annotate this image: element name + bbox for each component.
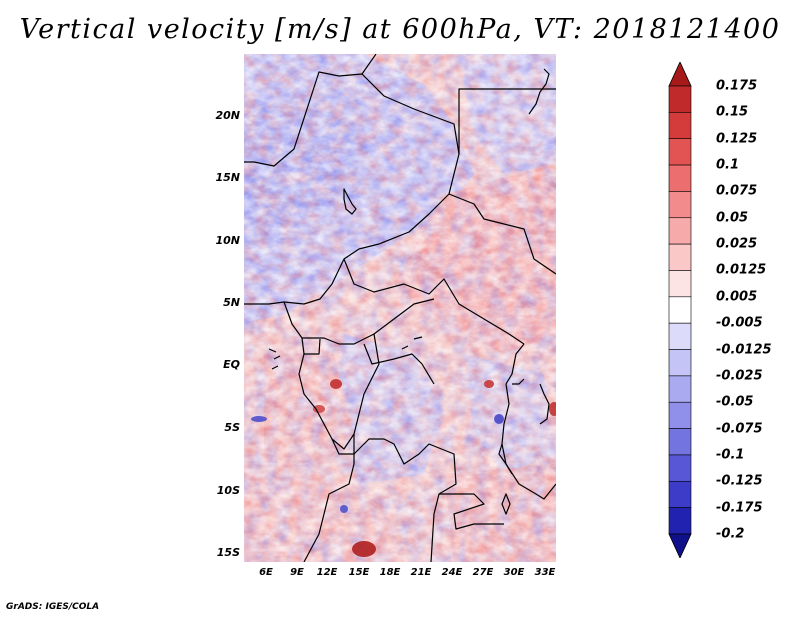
lon-label: 9E xyxy=(290,567,304,578)
lat-label: 20N xyxy=(215,109,240,122)
colorbar-swatch xyxy=(668,480,692,508)
colorbar-tick-label: -0.025 xyxy=(716,368,763,384)
colorbar-swatch xyxy=(668,191,692,219)
colorbar-tick-label: -0.05 xyxy=(716,394,754,410)
colorbar-tick-label: 0.175 xyxy=(716,78,758,94)
colorbar-tick-label: 0.125 xyxy=(716,131,758,147)
colorbar-tick-label: -0.1 xyxy=(716,447,745,463)
map-panel xyxy=(244,54,556,562)
colorbar-swatch xyxy=(668,164,692,192)
lon-label: 24E xyxy=(441,567,463,578)
lon-label: 15E xyxy=(348,567,370,578)
colorbar-tick-label: -0.005 xyxy=(716,315,763,331)
colorbar-tick-label: -0.075 xyxy=(716,421,763,437)
colorbar-tick-label: 0.05 xyxy=(716,210,749,226)
colorbar-swatch xyxy=(668,138,692,166)
colorbar-swatch xyxy=(668,217,692,245)
colorbar-tick-label: -0.125 xyxy=(716,473,763,489)
lat-label: 15S xyxy=(216,546,240,559)
colorbar-tick-label: -0.0125 xyxy=(716,342,772,358)
lat-label: EQ xyxy=(223,358,240,371)
lon-label: 30E xyxy=(503,567,525,578)
grads-credit: GrADS: IGES/COLA xyxy=(6,602,100,612)
lat-label: 10S xyxy=(216,484,240,497)
colorbar-swatch xyxy=(668,322,692,350)
colorbar-tick-label: 0.0125 xyxy=(716,262,767,278)
colorbar-tick-label: -0.175 xyxy=(716,500,763,516)
lon-label: 6E xyxy=(259,567,273,578)
colorbar-swatch xyxy=(668,270,692,298)
colorbar-swatch xyxy=(668,349,692,377)
lon-label: 18E xyxy=(379,567,401,578)
lat-label: 5N xyxy=(223,296,240,309)
colorbar-min-arrow xyxy=(668,533,692,559)
colorbar-swatch xyxy=(668,375,692,403)
colorbar-swatch xyxy=(668,296,692,324)
lon-label: 12E xyxy=(316,567,338,578)
colorbar-swatch xyxy=(668,507,692,535)
colorbar-swatch xyxy=(668,454,692,482)
colorbar-tick-label: -0.2 xyxy=(716,526,745,542)
colorbar-tick-label: 0.075 xyxy=(716,183,758,199)
lat-label: 5S xyxy=(224,421,240,434)
velocity-field-map xyxy=(244,54,556,562)
colorbar xyxy=(665,61,695,559)
colorbar-tick-label: 0.025 xyxy=(716,236,758,252)
colorbar-swatch xyxy=(668,112,692,140)
colorbar-tick-label: 0.15 xyxy=(716,104,749,120)
map-title: Vertical velocity [m/s] at 600hPa, VT: 2… xyxy=(19,14,781,45)
colorbar-swatch xyxy=(668,85,692,113)
lat-label: 10N xyxy=(215,234,240,247)
colorbar-swatch xyxy=(668,401,692,429)
lat-label: 15N xyxy=(215,171,240,184)
colorbar-swatch xyxy=(668,243,692,271)
lon-label: 21E xyxy=(410,567,432,578)
colorbar-swatch xyxy=(668,428,692,456)
lon-label: 27E xyxy=(472,567,494,578)
lon-label: 33E xyxy=(534,567,556,578)
colorbar-tick-label: 0.005 xyxy=(716,289,758,305)
colorbar-tick-label: 0.1 xyxy=(716,157,740,173)
colorbar-max-arrow xyxy=(668,61,692,87)
